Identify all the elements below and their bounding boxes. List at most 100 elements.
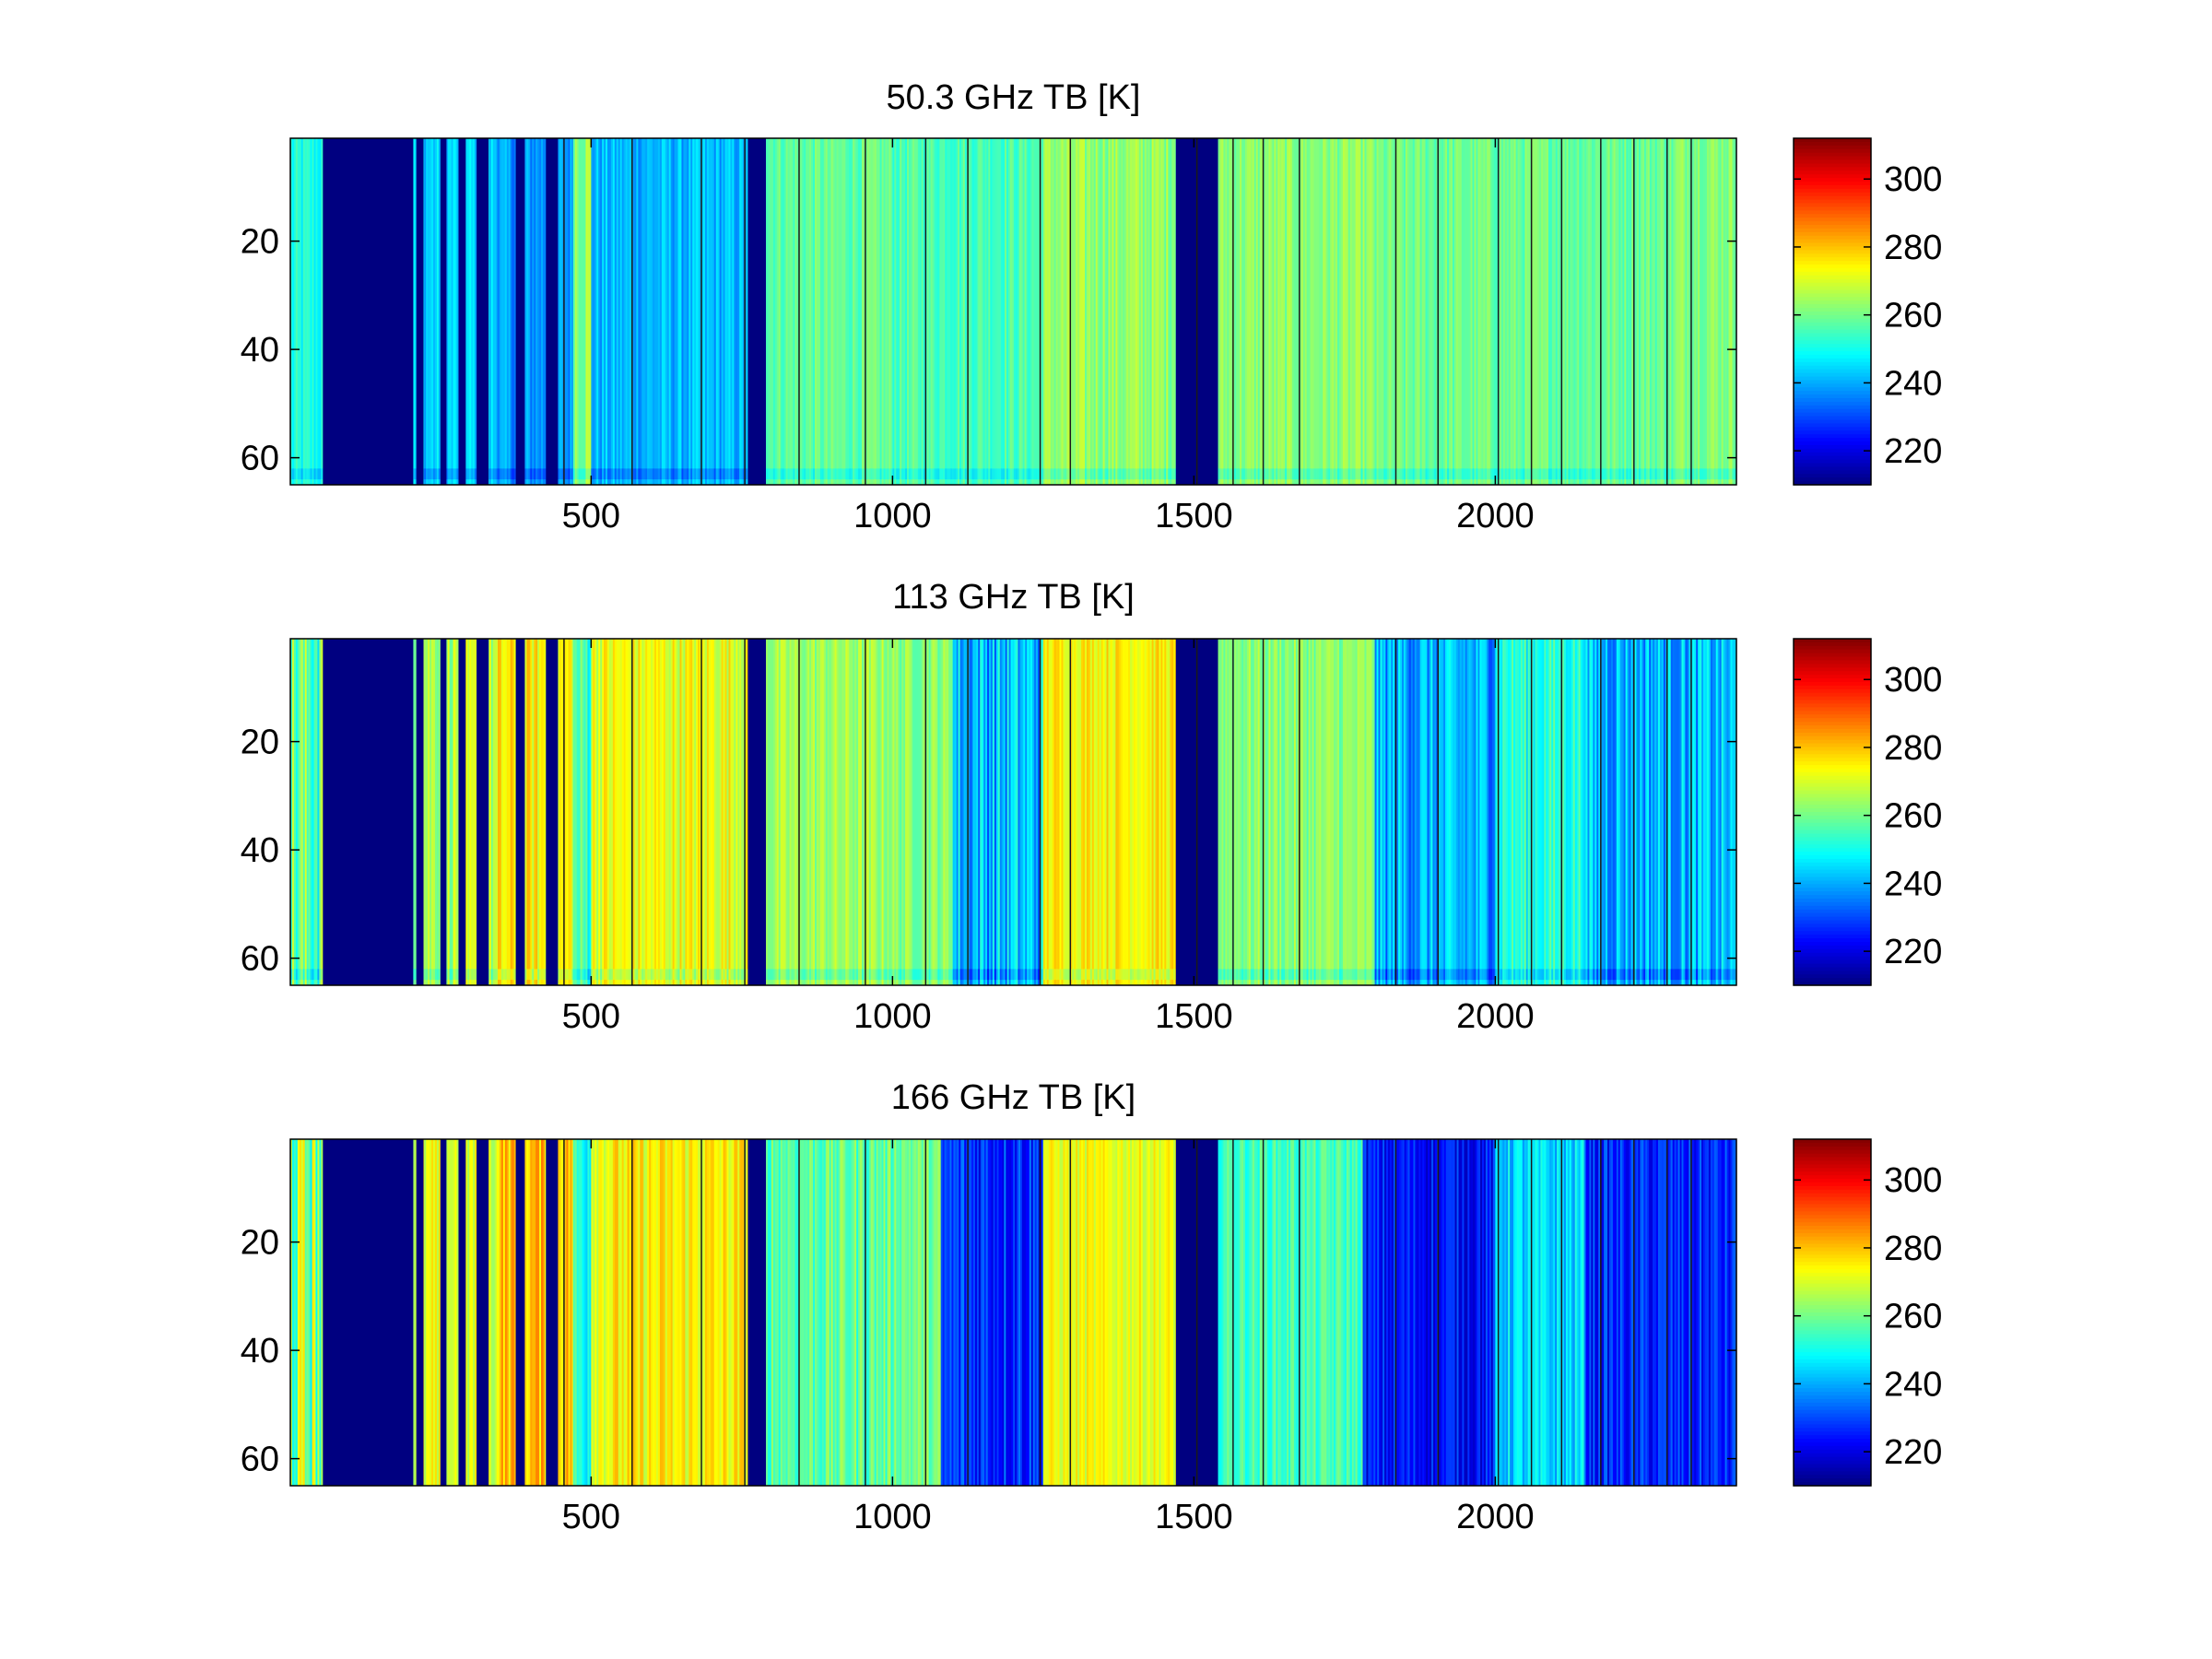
heatmap-cell [535, 969, 538, 981]
heatmap-cell [1430, 138, 1433, 485]
heatmap-cell [473, 468, 476, 480]
heatmap-cell [582, 468, 585, 480]
heatmap-cell [1685, 1139, 1688, 1486]
heatmap-cell [1551, 138, 1555, 485]
heatmap-cell [1418, 138, 1421, 485]
heatmap-cell [1666, 639, 1670, 985]
heatmap-cell [973, 1139, 976, 1486]
heatmap-cell [1288, 639, 1291, 985]
heatmap-cell [543, 138, 546, 485]
colorbar-segment [1794, 895, 1871, 900]
heatmap-cell [1052, 1139, 1055, 1486]
heatmap-cell [1586, 468, 1589, 480]
heatmap-cell [1607, 1139, 1610, 1486]
heatmap-cell [853, 1139, 855, 1486]
heatmap-cell [340, 1139, 344, 1486]
heatmap-cell [1726, 969, 1730, 981]
heatmap-cell [1618, 1139, 1621, 1486]
heatmap-cell [1304, 639, 1308, 985]
heatmap-cell [956, 969, 959, 981]
heatmap-cell [1135, 1139, 1138, 1486]
heatmap-cell [1443, 468, 1446, 480]
heatmap-cell [1293, 639, 1297, 985]
colorbar-segment [1794, 758, 1871, 762]
heatmap-cell [591, 468, 594, 480]
heatmap-cell [685, 138, 688, 485]
heatmap-cell [1313, 1139, 1317, 1486]
heatmap-cell [1638, 969, 1641, 981]
heatmap-cell [1248, 969, 1252, 981]
colorbar-segment [1794, 184, 1871, 190]
heatmap-cell [1636, 969, 1639, 981]
heatmap-cell [1368, 468, 1371, 480]
heatmap-cell [935, 1139, 939, 1486]
colorbar-segment [1794, 430, 1871, 435]
colorbar-segment [1794, 891, 1871, 896]
heatmap-cell [1520, 969, 1524, 981]
heatmap-cell [1177, 1139, 1181, 1486]
heatmap-cell [1635, 138, 1638, 485]
heatmap-cell [1243, 1139, 1246, 1486]
colorbar-frame [1793, 137, 1872, 486]
heatmap-cell [1351, 1139, 1355, 1486]
heatmap-cell [881, 1139, 885, 1486]
heatmap-cell [1654, 639, 1657, 985]
heatmap-cell [297, 1139, 300, 1486]
heatmap-cell [1371, 138, 1374, 485]
heatmap-cell [447, 639, 451, 985]
heatmap-cell [1319, 138, 1322, 485]
heatmap-cell [1323, 1139, 1325, 1486]
heatmap-cell [706, 969, 710, 981]
heatmap-cell [840, 138, 843, 485]
heatmap-cell [1688, 468, 1691, 480]
heatmap-cell [858, 1139, 861, 1486]
heatmap-cell [896, 969, 899, 981]
heatmap-cell [1288, 969, 1291, 981]
heatmap-cell [957, 1139, 959, 1486]
heatmap-cell [703, 468, 706, 480]
heatmap-cell [665, 639, 668, 985]
heatmap-cell [1380, 468, 1383, 480]
heatmap-cell [1255, 969, 1259, 981]
heatmap-cell [572, 138, 576, 485]
heatmap-cell [1321, 1139, 1324, 1486]
heatmap-cell [819, 138, 823, 485]
colorbar-segment [1794, 441, 1871, 446]
heatmap-cell [1091, 1139, 1095, 1486]
heatmap-cell [954, 969, 958, 981]
heatmap-cell [1032, 1139, 1036, 1486]
heatmap-cell [885, 138, 888, 485]
heatmap-cell [413, 1139, 416, 1486]
heatmap-cell [683, 1139, 686, 1486]
heatmap-cell [778, 1139, 782, 1486]
heatmap-cell [1463, 138, 1466, 485]
heatmap-cell [994, 138, 996, 485]
heatmap-cell [593, 639, 595, 985]
heatmap-cell [1663, 1139, 1666, 1486]
heatmap-cell [856, 1139, 859, 1486]
heatmap-cell [1184, 639, 1188, 985]
heatmap-cell [1564, 468, 1568, 480]
colorbar-segment [1794, 242, 1871, 248]
colorbar-segment [1794, 805, 1871, 809]
heatmap-cell [1022, 138, 1026, 485]
heatmap-cell [1687, 138, 1689, 485]
heatmap-cell [1223, 969, 1226, 981]
heatmap-cell [732, 468, 735, 480]
heatmap-cell [687, 969, 689, 981]
heatmap-cell [1494, 468, 1497, 480]
colorbar-segment [1794, 1168, 1871, 1172]
heatmap-cell [1647, 969, 1650, 981]
heatmap-cell [337, 1139, 340, 1486]
heatmap-cell [923, 468, 926, 480]
heatmap-cell [585, 138, 589, 485]
heatmap-cell [1387, 138, 1390, 485]
heatmap-cell [1323, 639, 1325, 985]
heatmap-cell [928, 1139, 932, 1486]
heatmap-cell [1609, 639, 1612, 985]
heatmap-cell [445, 1139, 449, 1486]
heatmap-cell [890, 639, 893, 985]
heatmap-cell [732, 138, 735, 485]
heatmap-cell [1604, 138, 1607, 485]
heatmap-cell [1171, 1139, 1174, 1486]
